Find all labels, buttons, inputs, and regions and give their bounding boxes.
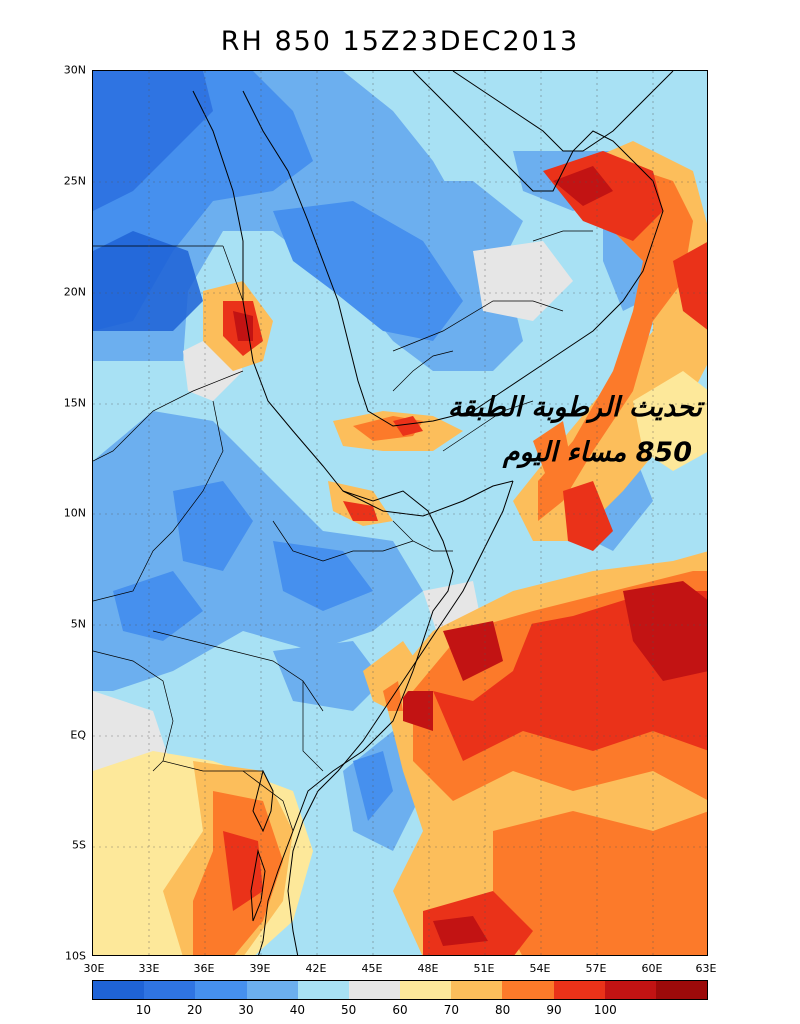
x-tick-label: 45E [361,962,383,975]
colorbar-label: 10 [135,1003,151,1017]
colorbar-segment [604,981,656,999]
y-tick-label: EQ [70,728,86,742]
gridlines [93,71,707,955]
colorbar-label: 20 [187,1003,203,1017]
map-title: RH 850 15Z23DEC2013 [220,26,580,57]
colorbar-segment [144,981,196,999]
colorbar-segment [348,981,401,999]
moist-regions [93,141,707,955]
colorbar-segment [93,981,145,999]
x-tick-label: 42E [305,962,327,975]
x-tick-label: 51E [473,962,495,975]
colorbar-segment [195,981,247,999]
colorbar-label: 90 [546,1003,562,1017]
x-tick-label: 57E [585,962,607,975]
colorbar-segment [400,981,452,999]
x-tick-label: 36E [193,962,215,975]
colorbar-segment [297,981,349,999]
y-tick-label: 10N [63,506,86,520]
colorbar-label: 100 [593,1003,617,1017]
y-tick-label: 5S [72,838,86,852]
humidity-map-canvas [93,71,707,955]
overlay-caption-line2: 850 مساء اليوم [502,437,692,468]
y-tick-label: 20N [63,285,86,299]
borders [93,230,593,832]
colorbar-segment [246,981,298,999]
x-tick-label: 48E [417,962,439,975]
colorbar-label: 60 [392,1003,408,1017]
x-tick-label: 33E [138,962,160,975]
y-tick-label: 30N [63,63,86,77]
x-tick-label: 60E [641,962,663,975]
colorbar-segment [451,981,503,999]
colorbar-segment [502,981,554,999]
colorbar-segment [553,981,605,999]
y-tick-label: 25N [63,174,86,188]
colorbar-label: 40 [289,1003,305,1017]
colorbar-label: 50 [341,1003,357,1017]
x-tick-label: 63E [695,962,717,975]
x-tick-label: 30E [83,962,105,975]
colorbar-label: 30 [238,1003,254,1017]
colorbar-label: 70 [443,1003,459,1017]
x-tick-label: 39E [249,962,271,975]
y-tick-label: 15N [63,396,86,410]
humidity-map[interactable] [92,70,708,956]
overlay-caption-line1: تحديث الرطوبة الطبقة [447,392,702,423]
colorbar [92,980,708,1000]
y-tick-label: 10S [65,949,86,963]
coastlines [192,71,674,955]
x-tick-label: 54E [529,962,551,975]
colorbar-segment [655,981,708,999]
colorbar-label: 80 [495,1003,511,1017]
y-tick-label: 5N [70,617,86,631]
